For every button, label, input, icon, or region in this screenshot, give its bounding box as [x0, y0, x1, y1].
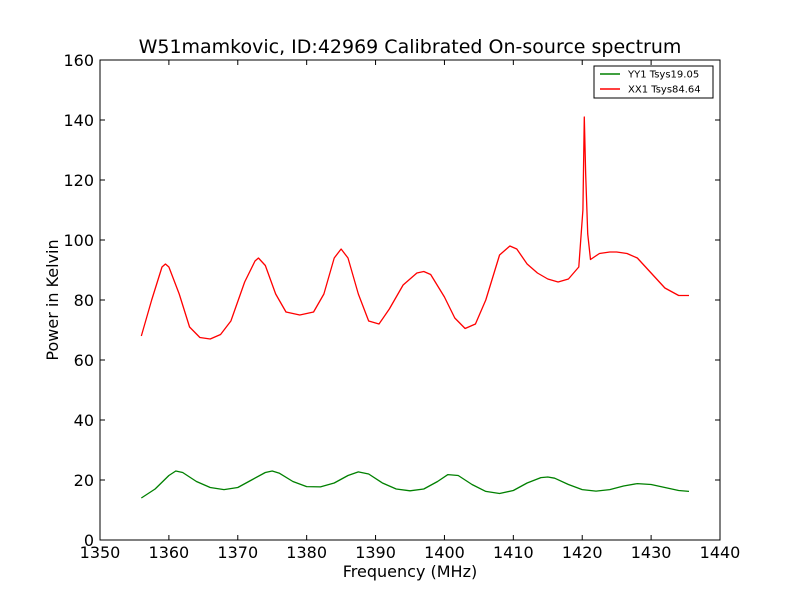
legend-label-yy1: YY1 Tsys19.05 — [627, 70, 699, 81]
plot-frame — [99, 59, 721, 541]
x-tick-label: 1390 — [355, 543, 396, 562]
y-tick-label: 140 — [63, 111, 94, 130]
x-tick-label: 1400 — [424, 543, 465, 562]
y-tick-label: 40 — [74, 411, 94, 430]
x-tick-label: 1360 — [149, 543, 190, 562]
y-tick-label: 0 — [84, 531, 94, 550]
legend-label-xx1: XX1 Tsys84.64 — [628, 85, 701, 96]
x-tick-label: 1380 — [286, 543, 327, 562]
legend: YY1 Tsys19.05 XX1 Tsys84.64 — [593, 65, 714, 99]
y-tick-label: 80 — [74, 291, 94, 310]
x-tick-label: 1350 — [80, 543, 121, 562]
x-tick-label: 1410 — [493, 543, 534, 562]
series-line-yy1 — [140, 470, 690, 499]
axis-ticks: 1350 1360 1370 1380 1390 1400 1410 1420 1430 1440… — [63, 51, 740, 562]
series-line-xx1 — [140, 116, 689, 340]
x-tick-label: 1370 — [217, 543, 258, 562]
y-axis-label: Power in Kelvin — [43, 239, 62, 360]
series-layer — [140, 116, 690, 499]
y-tick-label: 20 — [74, 471, 94, 490]
x-tick-label: 1430 — [631, 543, 672, 562]
x-tick-label: 1420 — [562, 543, 603, 562]
y-tick-label: 120 — [63, 171, 94, 190]
chart-title: W51mamkovic, ID:42969 Calibrated On-sour… — [139, 36, 682, 58]
y-tick-label: 60 — [74, 351, 94, 370]
y-tick-label: 160 — [63, 51, 94, 70]
legend-box — [593, 65, 714, 99]
x-axis-label: Frequency (MHz) — [343, 562, 477, 581]
y-tick-label: 100 — [63, 231, 94, 250]
x-tick-label: 1440 — [700, 543, 741, 562]
